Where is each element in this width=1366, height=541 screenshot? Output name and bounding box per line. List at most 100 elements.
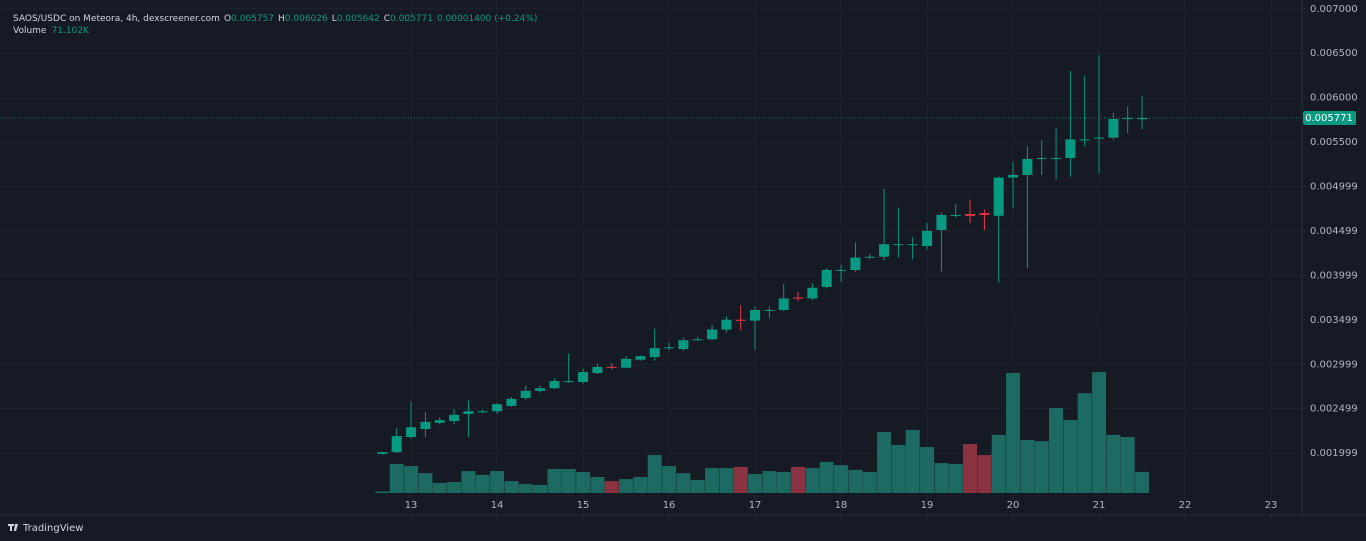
volume-bar bbox=[920, 447, 935, 493]
candle-body bbox=[477, 411, 488, 413]
x-tick-label: 15 bbox=[577, 500, 590, 511]
candle-body bbox=[778, 298, 789, 310]
logo bbox=[8, 524, 18, 531]
candle-body bbox=[678, 340, 689, 350]
volume-bar bbox=[647, 455, 662, 493]
volume-bar bbox=[1092, 372, 1107, 493]
volume-bar bbox=[389, 463, 404, 493]
candle-body bbox=[606, 366, 617, 368]
y-tick-label: 0.004499 bbox=[1310, 226, 1358, 237]
volume-bar bbox=[905, 429, 920, 493]
candle-body bbox=[1079, 139, 1090, 141]
candle-body bbox=[893, 244, 904, 246]
volume-bar bbox=[719, 468, 734, 493]
volume-bar bbox=[633, 476, 648, 493]
y-tick-label: 0.002999 bbox=[1310, 359, 1358, 370]
x-tick-label: 23 bbox=[1265, 500, 1278, 511]
y-tick-label: 0.006000 bbox=[1310, 93, 1358, 104]
candle-body bbox=[821, 269, 832, 287]
volume-bar bbox=[977, 455, 992, 493]
candle-body bbox=[1051, 158, 1062, 160]
candle-body bbox=[750, 309, 761, 321]
volume-bar bbox=[1077, 393, 1092, 493]
candle-body bbox=[391, 436, 402, 453]
volume-bar bbox=[604, 481, 619, 493]
candle-body bbox=[578, 372, 589, 382]
y-tick-label: 0.003999 bbox=[1310, 270, 1358, 281]
axes: 0.007000 0.006500 0.006000 0.005500 0.004999… bbox=[0, 4, 1358, 519]
candle-body bbox=[922, 230, 933, 247]
volume-bar bbox=[891, 444, 906, 493]
volume-bar bbox=[690, 479, 705, 493]
change: 0.00001400 (+0.24%) bbox=[437, 14, 537, 24]
candle-body bbox=[635, 356, 646, 360]
volume-bar bbox=[447, 482, 462, 493]
volume-bar bbox=[963, 444, 978, 493]
candle-body bbox=[907, 244, 918, 246]
volume-bar bbox=[776, 471, 791, 493]
volume-bar bbox=[662, 466, 677, 493]
candle-body bbox=[420, 421, 431, 430]
y-tick-label: 0.004999 bbox=[1310, 182, 1358, 193]
candle-body bbox=[406, 427, 417, 438]
y-tick-label: 0.006500 bbox=[1310, 48, 1358, 59]
candle-body bbox=[592, 366, 603, 374]
volume-bar bbox=[676, 473, 691, 493]
volume-bar bbox=[1006, 372, 1021, 493]
candle-body bbox=[950, 214, 961, 216]
x-tick-label: 17 bbox=[749, 500, 762, 511]
ohlc-label: H bbox=[278, 14, 285, 24]
volume-bar bbox=[533, 484, 548, 493]
volume-layer bbox=[375, 372, 1150, 493]
volume-bar bbox=[1049, 407, 1064, 493]
candle-body bbox=[807, 287, 818, 299]
ohlc-label: C bbox=[384, 14, 390, 24]
volume-bar bbox=[705, 468, 720, 493]
candle-body bbox=[492, 404, 503, 412]
candle-layer bbox=[377, 54, 1148, 455]
candle-body bbox=[1122, 118, 1133, 120]
candle-body bbox=[936, 214, 947, 231]
candle-body bbox=[721, 319, 732, 330]
candle-body bbox=[1022, 158, 1033, 175]
volume-bar bbox=[1063, 420, 1078, 493]
volume-legend: Volume 71.102K bbox=[13, 26, 90, 36]
y-tick-label: 0.005500 bbox=[1310, 137, 1358, 148]
y-tick-label: 0.003499 bbox=[1310, 315, 1358, 326]
volume-bar bbox=[619, 479, 634, 493]
candle-body bbox=[1036, 158, 1047, 160]
candle-body bbox=[707, 329, 718, 340]
branding: TradingView bbox=[22, 523, 83, 534]
volume-bar bbox=[1135, 471, 1150, 493]
candle-body bbox=[1065, 139, 1076, 159]
y-tick-label: 0.001999 bbox=[1310, 448, 1358, 459]
volume-name: Volume bbox=[13, 26, 47, 36]
x-tick-label: 22 bbox=[1179, 500, 1192, 511]
legend-line: SAOS/USDC on Meteora, 4h, dexscreener.co… bbox=[13, 14, 537, 24]
volume-bar bbox=[561, 468, 576, 493]
candle-body bbox=[563, 381, 574, 383]
x-tick-label: 14 bbox=[491, 500, 504, 511]
volume-bar bbox=[490, 471, 505, 493]
x-tick-label: 20 bbox=[1007, 500, 1020, 511]
candle-body bbox=[1137, 117, 1148, 120]
x-tick-label: 19 bbox=[921, 500, 934, 511]
candle-body bbox=[649, 348, 660, 358]
candle-body bbox=[1108, 118, 1119, 138]
volume-bar bbox=[461, 471, 476, 493]
candle-body bbox=[793, 297, 804, 299]
candle-body bbox=[879, 244, 890, 257]
volume-bar bbox=[748, 474, 763, 493]
ohlc-value: 0.006026 bbox=[285, 14, 328, 24]
x-tick-label: 21 bbox=[1093, 500, 1106, 511]
candle-body bbox=[692, 339, 703, 341]
x-tick-label: 13 bbox=[405, 500, 418, 511]
ohlc-value: 0.005642 bbox=[337, 14, 380, 24]
volume-bar bbox=[1020, 439, 1035, 493]
candle-body bbox=[836, 269, 847, 271]
volume-bar bbox=[805, 468, 820, 493]
volume-bar bbox=[791, 466, 806, 493]
volume-value: 71.102K bbox=[51, 26, 89, 36]
candle-body bbox=[520, 390, 531, 398]
